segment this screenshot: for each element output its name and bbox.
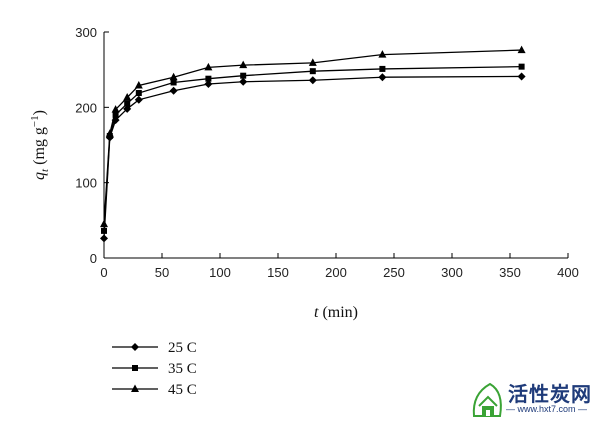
legend-label: 35 C — [168, 361, 197, 377]
data-point — [239, 77, 248, 86]
data-point — [308, 58, 317, 66]
x-tick-label: 200 — [325, 265, 347, 280]
data-point — [105, 129, 114, 137]
x-tick-label: 250 — [383, 265, 405, 280]
data-point — [134, 80, 143, 89]
y-tick-label: 100 — [75, 176, 97, 191]
data-point — [379, 65, 386, 72]
data-point — [517, 72, 526, 81]
data-point — [308, 76, 317, 85]
data-point — [240, 72, 247, 79]
data-point — [123, 93, 132, 101]
data-point — [378, 50, 387, 58]
watermark-title: 活性炭网 — [508, 382, 592, 406]
legend-marker — [132, 365, 138, 371]
x-tick-label: 300 — [441, 265, 463, 280]
data-point — [517, 45, 526, 54]
y-tick-label: 300 — [75, 25, 97, 40]
x-axis-label: t (min) — [314, 304, 358, 321]
data-point — [170, 79, 177, 86]
legend-marker — [131, 343, 139, 351]
series-line — [103, 66, 522, 231]
leaf-house-icon — [472, 382, 502, 417]
watermark-logo: 活性炭网 — www.hxt7.com — — [470, 378, 598, 422]
plot-area — [100, 45, 526, 243]
data-point — [169, 86, 178, 95]
data-point — [124, 100, 131, 107]
x-tick-label: 150 — [267, 265, 289, 280]
series-line — [103, 75, 522, 239]
x-tick-label: 350 — [499, 265, 521, 280]
legend-item: 35 C — [112, 361, 197, 377]
data-point — [169, 72, 178, 81]
data-point — [135, 90, 142, 97]
x-tick-label: 0 — [100, 265, 107, 280]
watermark-url: — www.hxt7.com — — [506, 404, 588, 414]
data-point — [123, 104, 132, 113]
series-0 — [100, 72, 526, 243]
x-tick-label: 400 — [557, 265, 579, 280]
legend-label: 45 C — [168, 382, 197, 398]
legend: 25 C 35 C 45 C — [112, 340, 197, 398]
series-2 — [100, 45, 526, 228]
legend-item: 45 C — [112, 382, 197, 398]
data-point — [111, 105, 120, 113]
legend-marker — [131, 384, 139, 392]
data-point — [134, 95, 143, 104]
data-point — [378, 73, 387, 82]
data-point — [205, 75, 212, 82]
data-point — [309, 68, 316, 75]
y-axis-label: qt (mg g−1) — [29, 110, 51, 180]
legend-label: 25 C — [168, 340, 197, 356]
data-point — [518, 63, 525, 70]
data-point — [239, 60, 248, 69]
data-point — [112, 111, 119, 118]
y-tick-label: 200 — [75, 100, 97, 115]
series-1 — [101, 63, 525, 234]
x-tick-label: 50 — [155, 265, 169, 280]
x-tick-label: 100 — [209, 265, 231, 280]
axes: 0 50 100 150 200 250 300 350 400 0 100 200 300 — [75, 25, 579, 280]
data-point — [204, 79, 213, 88]
y-tick-label: 0 — [90, 251, 97, 266]
legend-item: 25 C — [112, 340, 197, 356]
data-point — [204, 62, 213, 71]
